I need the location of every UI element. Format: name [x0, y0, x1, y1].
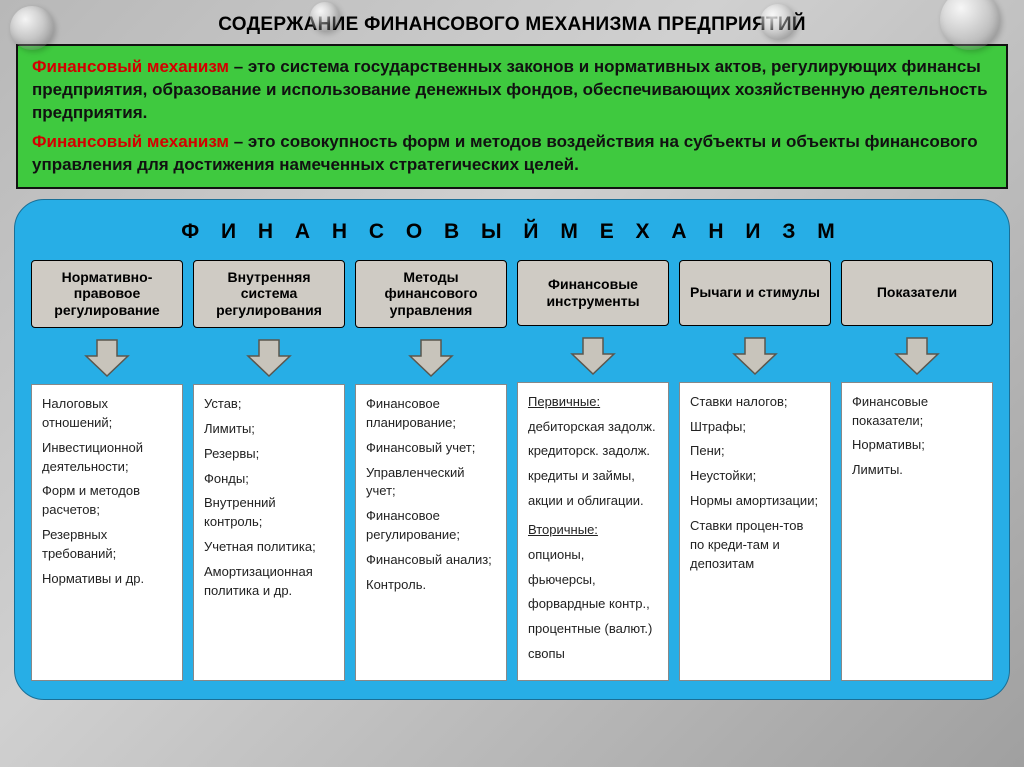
list-item: Финансовый учет; — [366, 439, 496, 458]
list-item: Ставки процен-тов по креди-там и депозит… — [690, 517, 820, 574]
page-title: СОДЕРЖАНИЕ ФИНАНСОВОГО МЕХАНИЗМА ПРЕДПРИ… — [0, 0, 1024, 44]
list-item: Нормативы и др. — [42, 570, 172, 589]
list-item: Лимиты; — [204, 420, 334, 439]
list-item: кредиты и займы, — [528, 467, 658, 486]
list-item: Резервных требований; — [42, 526, 172, 564]
list-item: опционы, — [528, 546, 658, 565]
list-item: Нормативы; — [852, 436, 982, 455]
list-item: Финансовое планирование; — [366, 395, 496, 433]
column-list: Устав; Лимиты; Резервы; Фонды; Внутренний ко… — [193, 384, 345, 681]
list-item: процентные (валют.) — [528, 620, 658, 639]
list-item: Штрафы; — [690, 418, 820, 437]
down-arrow-icon — [84, 338, 130, 378]
list-item: форвардные контр., — [528, 595, 658, 614]
list-item: Неустойки; — [690, 467, 820, 486]
term-2: Финансовый механизм — [32, 132, 229, 151]
column-4: Рычаги и стимулы Ставки налогов; Штрафы; П… — [679, 260, 831, 681]
list-item: акции и облигации. — [528, 492, 658, 511]
column-3: Финансовые инструменты Первичные: дебитор… — [517, 260, 669, 681]
column-header: Методы финансового управления — [355, 260, 507, 328]
list-item: Инвестиционной деятельности; — [42, 439, 172, 477]
down-arrow-icon — [570, 336, 616, 376]
list-item: дебиторская задолж. — [528, 418, 658, 437]
list-item: Финансовый анализ; — [366, 551, 496, 570]
list-item: Резервы; — [204, 445, 334, 464]
list-item: Налоговых отношений; — [42, 395, 172, 433]
list-item: Внутренний контроль; — [204, 494, 334, 532]
column-header: Показатели — [841, 260, 993, 326]
down-arrow-icon — [732, 336, 778, 376]
column-header: Внутренняя система регулирования — [193, 260, 345, 328]
list-item: кредиторск. задолж. — [528, 442, 658, 461]
list-item: Лимиты. — [852, 461, 982, 480]
list-item: Амортизационная политика и др. — [204, 563, 334, 601]
column-1: Внутренняя система регулирования Устав; Л… — [193, 260, 345, 681]
list-item: Фонды; — [204, 470, 334, 489]
column-list: Финансовое планирование; Финансовый учет;… — [355, 384, 507, 681]
down-arrow-icon — [894, 336, 940, 376]
list-item: свопы — [528, 645, 658, 664]
column-list: Первичные: дебиторская задолж. кредиторск.… — [517, 382, 669, 681]
term-1: Финансовый механизм — [32, 57, 229, 76]
column-list: Финансовые показатели; Нормативы; Лимиты. — [841, 382, 993, 681]
mechanism-title: Ф И Н А Н С О В Ы Й М Е Х А Н И З М — [31, 220, 993, 244]
column-header: Финансовые инструменты — [517, 260, 669, 326]
column-2: Методы финансового управления Финансовое… — [355, 260, 507, 681]
group-label: Первичные: — [528, 393, 658, 412]
list-item: Нормы амортизации; — [690, 492, 820, 511]
column-5: Показатели Финансовые показатели; Нормати… — [841, 260, 993, 681]
column-header: Нормативно-правовое регулирование — [31, 260, 183, 328]
list-item: фьючерсы, — [528, 571, 658, 590]
down-arrow-icon — [246, 338, 292, 378]
column-header: Рычаги и стимулы — [679, 260, 831, 326]
list-item: Учетная политика; — [204, 538, 334, 557]
mechanism-panel: Ф И Н А Н С О В Ы Й М Е Х А Н И З М Норм… — [14, 199, 1010, 700]
list-item: Управленческий учет; — [366, 464, 496, 502]
list-item: Ставки налогов; — [690, 393, 820, 412]
list-item: Финансовые показатели; — [852, 393, 982, 431]
column-list: Ставки налогов; Штрафы; Пени; Неустойки; Нор… — [679, 382, 831, 681]
column-list: Налоговых отношений; Инвестиционной деяте… — [31, 384, 183, 681]
group-label: Вторичные: — [528, 521, 658, 540]
list-item: Пени; — [690, 442, 820, 461]
list-item: Финансовое регулирование; — [366, 507, 496, 545]
list-item: Контроль. — [366, 576, 496, 595]
definitions-box: Финансовый механизм – это система госуда… — [16, 44, 1008, 189]
list-item: Устав; — [204, 395, 334, 414]
list-item: Форм и методов расчетов; — [42, 482, 172, 520]
column-0: Нормативно-правовое регулирование Налого… — [31, 260, 183, 681]
down-arrow-icon — [408, 338, 454, 378]
